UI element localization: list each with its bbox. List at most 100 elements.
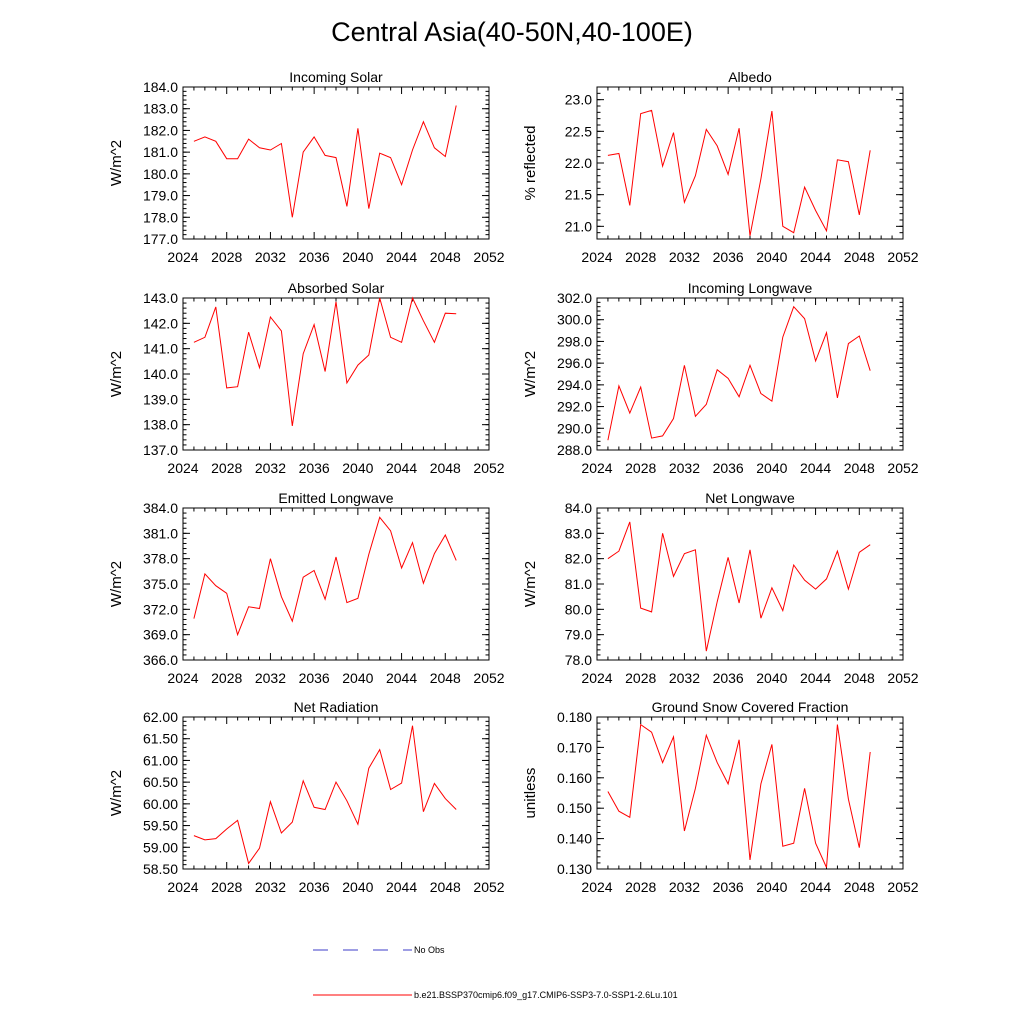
y-tick-label: 143.0 <box>143 290 178 306</box>
x-tick-label: 2040 <box>342 460 373 476</box>
panel-title: Emitted Longwave <box>278 490 393 506</box>
y-tick-label: 78.0 <box>565 652 592 668</box>
y-axis-label: W/m^2 <box>108 770 125 816</box>
x-tick-label: 2048 <box>844 460 875 476</box>
y-tick-label: 375.0 <box>143 576 178 592</box>
y-tick-label: 23.0 <box>565 92 592 108</box>
x-tick-label: 2044 <box>800 879 831 895</box>
y-tick-label: 83.0 <box>565 525 592 541</box>
x-tick-label: 2040 <box>756 460 787 476</box>
x-tick-label: 2032 <box>255 460 286 476</box>
x-tick-label: 2032 <box>669 879 700 895</box>
y-tick-label: 141.0 <box>143 341 178 357</box>
x-tick-label: 2048 <box>844 670 875 686</box>
series-line <box>607 723 871 868</box>
x-tick-label: 2032 <box>255 879 286 895</box>
x-tick-label: 2040 <box>342 249 373 265</box>
panel-title: Incoming Longwave <box>688 280 813 296</box>
x-tick-label: 2032 <box>255 249 286 265</box>
plot-frame <box>596 716 904 870</box>
y-tick-label: 80.0 <box>565 601 592 617</box>
series-line <box>607 109 871 236</box>
x-tick-label: 2024 <box>167 670 198 686</box>
series-line <box>193 516 457 637</box>
y-tick-label: 138.0 <box>143 417 178 433</box>
y-axis-label: W/m^2 <box>522 351 539 397</box>
plot-frame <box>182 716 490 870</box>
y-tick-label: 81.0 <box>565 576 592 592</box>
x-tick-label: 2024 <box>581 249 612 265</box>
x-tick-label: 2036 <box>713 460 744 476</box>
legend: No Obs b.e21.BSSP370cmip6.f09_g17.CMIP6-… <box>313 945 678 1000</box>
panel-albedo: 2024 2028 2032 2036 2040 2044 2048 2052 21.0 21.5… <box>522 69 919 265</box>
y-tick-label: 181.0 <box>143 144 178 160</box>
legend-model-label: b.e21.BSSP370cmip6.f09_g17.CMIP6-SSP3-7.… <box>414 990 678 1000</box>
panel-net-radiation: 2024 2028 2032 2036 2040 2044 2048 2052 58.50 59.… <box>108 699 505 895</box>
panel-net-longwave: 2024 2028 2032 2036 2040 2044 2048 2052 78.0 79.0… <box>522 490 919 686</box>
y-tick-label: 180.0 <box>143 166 178 182</box>
x-tick-label: 2040 <box>756 879 787 895</box>
y-tick-label: 60.00 <box>143 796 178 812</box>
y-tick-label: 288.0 <box>557 442 592 458</box>
y-tick-label: 21.5 <box>565 187 592 203</box>
y-tick-label: 183.0 <box>143 101 178 117</box>
panel-title: Absorbed Solar <box>288 280 385 296</box>
x-tick-label: 2052 <box>473 879 504 895</box>
y-tick-label: 137.0 <box>143 442 178 458</box>
plot-frame <box>182 86 490 240</box>
panel-title: Net Longwave <box>705 490 795 506</box>
x-tick-label: 2028 <box>625 249 656 265</box>
series-line <box>607 305 871 441</box>
y-tick-label: 290.0 <box>557 420 592 436</box>
x-tick-label: 2048 <box>430 249 461 265</box>
plot-frame <box>596 86 904 240</box>
y-tick-label: 182.0 <box>143 122 178 138</box>
x-tick-label: 2040 <box>756 249 787 265</box>
x-tick-label: 2028 <box>211 460 242 476</box>
y-tick-label: 292.0 <box>557 399 592 415</box>
y-tick-label: 82.0 <box>565 551 592 567</box>
x-tick-label: 2052 <box>887 460 918 476</box>
panel-absorbed-solar: 2024 2028 2032 2036 2040 2044 2048 2052 137.0 138… <box>108 280 505 476</box>
x-tick-label: 2032 <box>669 670 700 686</box>
x-tick-label: 2048 <box>844 249 875 265</box>
panel-incoming-solar: 2024 2028 2032 2036 2040 2044 2048 2052 177.0 178… <box>108 69 505 265</box>
x-tick-label: 2044 <box>386 879 417 895</box>
y-tick-label: 0.160 <box>557 770 592 786</box>
y-axis-label: W/m^2 <box>522 561 539 607</box>
y-tick-label: 384.0 <box>143 500 178 516</box>
panel-title: Albedo <box>728 69 772 85</box>
y-tick-label: 302.0 <box>557 290 592 306</box>
y-tick-label: 179.0 <box>143 188 178 204</box>
y-tick-label: 178.0 <box>143 209 178 225</box>
x-tick-label: 2052 <box>887 249 918 265</box>
y-tick-label: 58.50 <box>143 861 178 877</box>
y-axis-label: W/m^2 <box>108 140 125 186</box>
y-tick-label: 140.0 <box>143 366 178 382</box>
panel-ground-snow-covered-fraction: 2024 2028 2032 2036 2040 2044 2048 2052 0.130 0.1… <box>522 699 919 895</box>
y-axis-label: % reflected <box>522 125 539 200</box>
x-tick-label: 2048 <box>430 460 461 476</box>
y-tick-label: 79.0 <box>565 627 592 643</box>
x-tick-label: 2044 <box>800 670 831 686</box>
y-tick-label: 0.170 <box>557 739 592 755</box>
y-axis-label: W/m^2 <box>108 561 125 607</box>
plot-frame <box>182 507 490 661</box>
x-tick-label: 2028 <box>625 670 656 686</box>
panel-title: Ground Snow Covered Fraction <box>652 699 849 715</box>
x-tick-label: 2052 <box>473 670 504 686</box>
y-tick-label: 184.0 <box>143 79 178 95</box>
x-tick-label: 2044 <box>386 460 417 476</box>
figure-title: Central Asia(40-50N,40-100E) <box>331 17 693 47</box>
x-tick-label: 2048 <box>430 670 461 686</box>
y-tick-label: 0.180 <box>557 709 592 725</box>
panel-emitted-longwave: 2024 2028 2032 2036 2040 2044 2048 2052 366.0 369… <box>108 490 505 686</box>
x-tick-label: 2028 <box>625 879 656 895</box>
y-tick-label: 142.0 <box>143 315 178 331</box>
x-tick-label: 2040 <box>756 670 787 686</box>
x-tick-label: 2028 <box>211 879 242 895</box>
y-tick-label: 0.150 <box>557 800 592 816</box>
x-tick-label: 2052 <box>473 460 504 476</box>
y-tick-label: 0.130 <box>557 861 592 877</box>
